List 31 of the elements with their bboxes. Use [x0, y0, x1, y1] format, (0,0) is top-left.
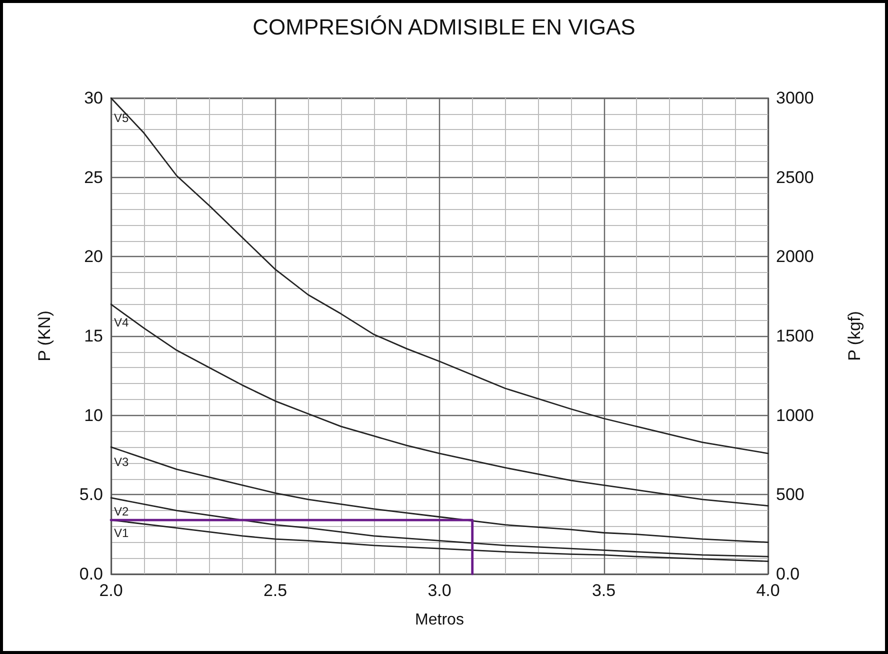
y2-tick-label: 1000: [776, 406, 814, 425]
line-series: [110, 304, 769, 506]
y2-axis-title: P (kgf): [845, 311, 864, 361]
x-axis-title: Metros: [415, 612, 464, 628]
y-tick-label: 0.0: [79, 564, 103, 584]
chart-title: COMPRESIÓN ADMISIBLE EN VIGAS: [252, 14, 636, 40]
line-series: [110, 446, 769, 543]
y-tick-label: 10: [84, 406, 103, 425]
x-tick-label: 3.5: [592, 581, 616, 600]
series-label: V1: [114, 526, 130, 540]
y2-tick-label: 0.0: [776, 564, 800, 584]
series-label: V5: [114, 111, 130, 125]
x-tick-label: 3.0: [428, 581, 452, 600]
x-tick-label: 2.5: [263, 581, 288, 600]
series-label: V3: [114, 454, 130, 469]
x-tick-label: 4.0: [756, 581, 780, 600]
y2-tick-label: 2500: [776, 168, 814, 187]
y-tick-label: 15: [84, 326, 103, 346]
y-tick-label: 25: [84, 168, 103, 187]
series-label: V4: [114, 315, 130, 330]
x-tick-label: 2.0: [99, 581, 123, 600]
series-label: V2: [114, 504, 130, 518]
y2-tick-label: 2000: [776, 247, 814, 266]
y2-tick-label: 3000: [776, 88, 814, 108]
y-axis-title: P (KN): [35, 310, 54, 362]
y-tick-label: 5.0: [79, 485, 103, 504]
y2-tick-label: 1500: [776, 326, 814, 346]
y-tick-label: 20: [84, 247, 103, 266]
line-series: [110, 497, 769, 558]
y-tick-label: 30: [84, 88, 103, 108]
y2-tick-label: 500: [776, 485, 804, 504]
